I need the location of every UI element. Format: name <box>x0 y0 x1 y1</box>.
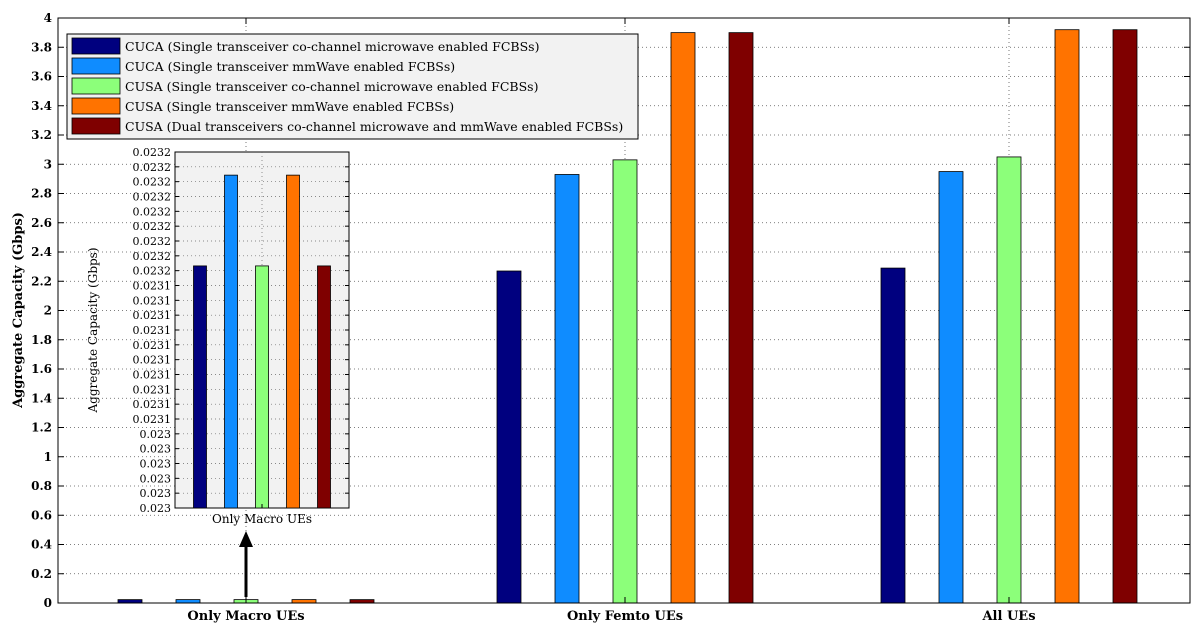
bar <box>175 599 201 604</box>
bars <box>117 29 1138 604</box>
inset-y-tick-label: 0.0231 <box>133 324 172 337</box>
legend: CUCA (Single transceiver co-channel micr… <box>66 33 639 140</box>
bar <box>612 159 638 604</box>
legend-swatch <box>71 77 121 95</box>
y-tick-label: 3.4 <box>31 99 52 113</box>
inset-y-tick-label: 0.0232 <box>133 176 172 189</box>
inset-y-tick-label: 0.0232 <box>133 235 172 248</box>
inset-y-tick-label: 0.0232 <box>133 161 172 174</box>
inset-bar <box>286 174 300 509</box>
legend-label: CUCA (Single transceiver mmWave enabled … <box>125 59 455 74</box>
inset-y-tick-label: 0.023 <box>140 502 172 515</box>
y-tick-label: 1.4 <box>31 391 52 405</box>
inset-y-tick-label: 0.0231 <box>133 354 172 367</box>
inset-y-tick-label: 0.0232 <box>133 146 172 159</box>
y-tick-label: 1.8 <box>31 333 52 347</box>
inset-y-tick-label: 0.0232 <box>133 220 172 233</box>
inset-y-tick-label: 0.0232 <box>133 250 172 263</box>
bar <box>880 267 906 604</box>
inset-y-tick-label: 0.0231 <box>133 339 172 352</box>
inset-y-tick-label: 0.023 <box>140 443 172 456</box>
inset-bar <box>193 265 207 509</box>
y-tick-label: 0.6 <box>31 508 52 522</box>
y-tick-label: 3 <box>44 157 52 171</box>
y-axis-label: Aggregate Capacity (Gbps) <box>11 212 26 409</box>
y-tick-label: 2.6 <box>31 216 52 230</box>
inset-bars <box>193 174 331 509</box>
y-tick-label: 2 <box>44 304 52 318</box>
inset-y-tick-label: 0.023 <box>140 472 172 485</box>
inset-y-tick-label: 0.0232 <box>133 265 172 278</box>
y-tick-label: 0.4 <box>31 538 52 552</box>
bar <box>996 156 1022 604</box>
inset-bar <box>255 265 269 509</box>
inset-bar <box>224 174 238 509</box>
y-tick-label: 0.8 <box>31 479 52 493</box>
y-tick-label: 0 <box>44 596 52 610</box>
bar <box>670 32 696 604</box>
inset-x-axis-label: Only Macro UEs <box>212 512 312 526</box>
bar <box>938 171 964 604</box>
bar <box>554 174 580 604</box>
bar <box>728 32 754 604</box>
inset-chart: 0.0230.0230.0230.0230.0230.0230.02310.02… <box>86 146 350 526</box>
y-tick-label: 0.2 <box>31 567 52 581</box>
y-tick-label: 2.8 <box>31 187 52 201</box>
inset-bar <box>317 265 331 509</box>
y-tick-label: 1.6 <box>31 362 52 376</box>
bar <box>1054 29 1080 604</box>
x-tick-label: All UEs <box>981 609 1035 624</box>
inset-y-tick-label: 0.0231 <box>133 383 172 396</box>
legend-swatch <box>71 97 121 115</box>
bar <box>291 599 317 604</box>
inset-y-tick-label: 0.0231 <box>133 413 172 426</box>
legend-swatch <box>71 37 121 55</box>
pointer-arrow <box>239 531 253 597</box>
x-tick-label: Only Macro UEs <box>187 609 304 624</box>
legend-label: CUSA (Single transceiver mmWave enabled … <box>125 99 454 114</box>
inset-y-tick-label: 0.0231 <box>133 398 172 411</box>
x-axis: Only Macro UEs Only Femto UEs All UEs <box>187 18 1036 624</box>
y-tick-label: 1.2 <box>31 421 52 435</box>
legend-label: CUSA (Dual transceivers co-channel micro… <box>125 119 623 134</box>
inset-y-tick-label: 0.0231 <box>133 280 172 293</box>
legend-label: CUCA (Single transceiver co-channel micr… <box>125 39 539 54</box>
y-tick-label: 3.2 <box>31 128 52 142</box>
y-tick-label: 3.8 <box>31 40 52 54</box>
y-tick-label: 2.4 <box>31 245 52 259</box>
bar <box>349 599 375 604</box>
inset-y-tick-label: 0.0232 <box>133 205 172 218</box>
inset-y-tick-label: 0.0231 <box>133 294 172 307</box>
legend-box <box>66 33 639 140</box>
inset-y-tick-label: 0.023 <box>140 458 172 471</box>
y-tick-label: 1 <box>44 450 52 464</box>
y-tick-label: 2.2 <box>31 274 52 288</box>
bar <box>1112 29 1138 604</box>
legend-swatch <box>71 117 121 135</box>
bar <box>496 270 522 604</box>
inset-y-tick-label: 0.023 <box>140 428 172 441</box>
y-tick-label: 3.6 <box>31 70 52 84</box>
y-axis: 0 0.2 0.4 0.6 0.8 1 1.2 1.4 1.6 1.8 2 2.2 2.4 2.6 2.8 3… <box>31 11 1190 610</box>
inset-y-tick-label: 0.0232 <box>133 191 172 204</box>
inset-y-axis-label: Aggregate Capacity (Gbps) <box>86 247 100 413</box>
bar <box>117 599 143 604</box>
y-tick-label: 4 <box>44 11 52 25</box>
inset-y-tick-label: 0.0231 <box>133 309 172 322</box>
x-tick-label: Only Femto UEs <box>567 609 683 624</box>
inset-y-axis: 0.0230.0230.0230.0230.0230.0230.02310.02… <box>133 146 349 515</box>
inset-y-tick-label: 0.023 <box>140 487 172 500</box>
inset-y-tick-label: 0.0231 <box>133 369 172 382</box>
legend-label: CUSA (Single transceiver co-channel micr… <box>125 79 538 94</box>
legend-swatch <box>71 57 121 75</box>
